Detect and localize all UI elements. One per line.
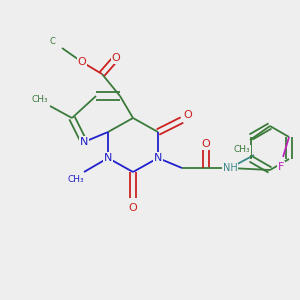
Text: CH₃: CH₃	[68, 176, 84, 184]
Text: CH₃: CH₃	[234, 146, 250, 154]
Text: CH₃: CH₃	[32, 95, 48, 104]
Text: N: N	[154, 153, 162, 163]
Text: O: O	[202, 139, 210, 149]
Text: F: F	[278, 162, 284, 172]
Text: N: N	[104, 153, 112, 163]
Text: NH: NH	[223, 163, 237, 173]
Text: N: N	[80, 137, 88, 147]
Text: O: O	[112, 53, 120, 63]
Text: O: O	[129, 203, 137, 213]
Text: O: O	[184, 110, 192, 120]
Text: O: O	[78, 57, 86, 67]
Text: C: C	[49, 38, 55, 46]
